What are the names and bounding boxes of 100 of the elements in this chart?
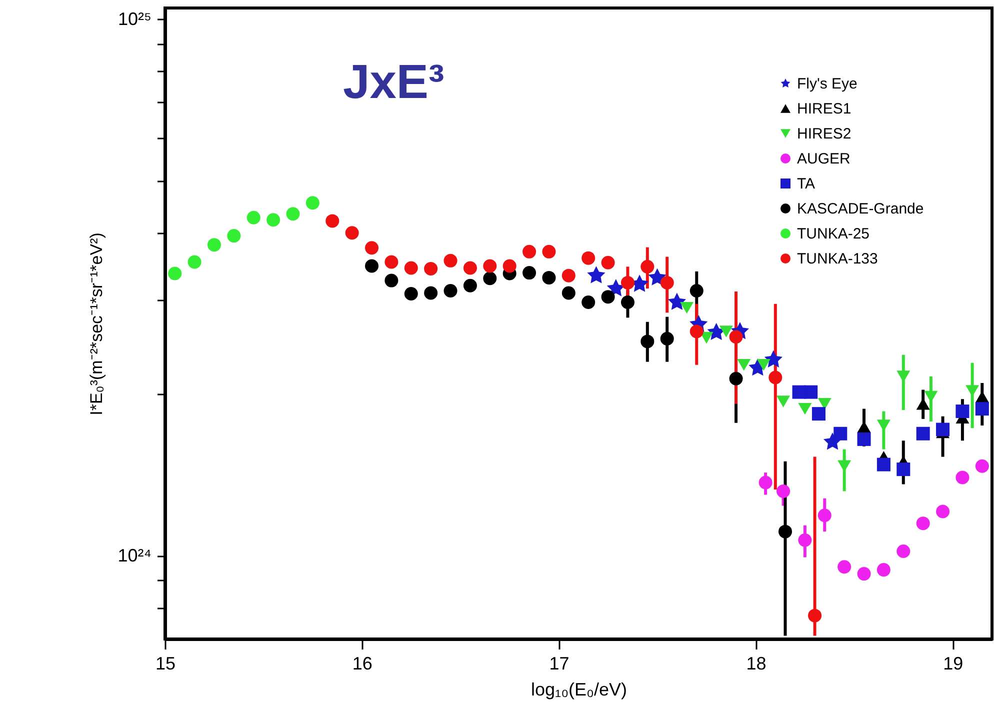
point xyxy=(916,398,930,410)
x-axis-title: log₁₀(E₀/eV) xyxy=(530,680,628,700)
point xyxy=(668,292,686,310)
point xyxy=(857,432,871,446)
point xyxy=(620,296,634,309)
point xyxy=(306,196,320,210)
point xyxy=(227,229,241,243)
point xyxy=(640,260,654,274)
point xyxy=(522,266,536,280)
y-axis-title: I*E₀³(m⁻²*sec⁻¹*sr⁻¹*eV²) xyxy=(86,232,106,416)
point xyxy=(424,286,438,300)
x-tick-label: 17 xyxy=(549,654,570,674)
point xyxy=(620,276,634,290)
legend-label: TUNKA-25 xyxy=(797,226,870,242)
point xyxy=(936,504,950,518)
point xyxy=(896,544,910,558)
point xyxy=(975,402,989,416)
point xyxy=(587,266,606,284)
point xyxy=(582,296,596,309)
point xyxy=(798,533,812,547)
point xyxy=(838,460,852,472)
point xyxy=(876,420,890,432)
point xyxy=(463,261,477,275)
point xyxy=(542,244,556,258)
point xyxy=(463,278,477,292)
point xyxy=(660,332,674,346)
legend-label: Fly's Eye xyxy=(797,76,858,92)
point xyxy=(798,402,812,415)
point xyxy=(345,226,359,240)
point xyxy=(818,508,832,522)
legend-label: KASCADE-Grande xyxy=(797,200,924,218)
point xyxy=(808,608,822,622)
point xyxy=(729,372,743,386)
point xyxy=(857,567,871,581)
y-tick-label: 10²⁵ xyxy=(118,8,152,29)
point xyxy=(896,370,910,382)
point xyxy=(562,286,576,300)
point xyxy=(582,251,596,265)
point xyxy=(975,459,989,473)
point xyxy=(326,214,340,228)
point xyxy=(207,238,221,252)
point xyxy=(640,334,654,348)
legend-label: AUGER xyxy=(797,150,851,168)
point xyxy=(876,563,890,577)
point xyxy=(776,484,790,498)
point xyxy=(812,407,826,421)
point xyxy=(818,398,832,410)
point xyxy=(444,254,458,268)
point xyxy=(601,256,615,270)
legend-label: HIRES1 xyxy=(797,100,852,118)
x-tick-label: 18 xyxy=(746,654,766,674)
point xyxy=(804,385,818,399)
y-tick-label: 10²⁴ xyxy=(118,545,152,566)
point xyxy=(690,284,704,298)
point xyxy=(936,422,950,436)
point xyxy=(834,426,848,440)
point xyxy=(916,426,930,440)
point xyxy=(483,259,497,273)
point xyxy=(601,290,615,304)
point xyxy=(916,516,930,530)
point xyxy=(168,266,182,280)
point xyxy=(542,270,556,284)
point xyxy=(776,396,790,408)
point xyxy=(758,476,772,490)
point xyxy=(404,287,418,301)
point xyxy=(246,210,260,224)
point xyxy=(444,284,458,298)
point xyxy=(266,213,280,227)
legend-label: TUNKA-133 xyxy=(797,250,878,268)
point xyxy=(737,359,751,371)
point xyxy=(384,274,398,288)
point xyxy=(896,462,910,476)
point xyxy=(956,404,970,418)
point xyxy=(562,268,576,282)
point xyxy=(648,268,666,286)
point xyxy=(404,261,418,275)
point xyxy=(424,262,438,276)
point xyxy=(660,276,674,290)
x-tick-label: 16 xyxy=(352,654,372,674)
legend-label: HIRES2 xyxy=(797,126,852,142)
point xyxy=(364,241,379,255)
point xyxy=(483,272,497,286)
point xyxy=(690,324,704,338)
point xyxy=(286,207,300,221)
x-tick-label: 19 xyxy=(943,654,964,674)
point xyxy=(502,259,516,273)
point xyxy=(838,560,852,574)
point xyxy=(876,458,890,472)
point xyxy=(364,259,379,273)
point xyxy=(188,255,202,269)
text: JxE³ xyxy=(343,56,444,109)
legend-label: TA xyxy=(797,176,816,192)
point xyxy=(956,470,970,484)
point xyxy=(680,302,694,314)
point xyxy=(719,326,733,338)
x-tick-label: 15 xyxy=(155,654,176,674)
point xyxy=(778,524,792,538)
point xyxy=(768,370,782,384)
point xyxy=(522,244,536,258)
point xyxy=(384,255,398,269)
